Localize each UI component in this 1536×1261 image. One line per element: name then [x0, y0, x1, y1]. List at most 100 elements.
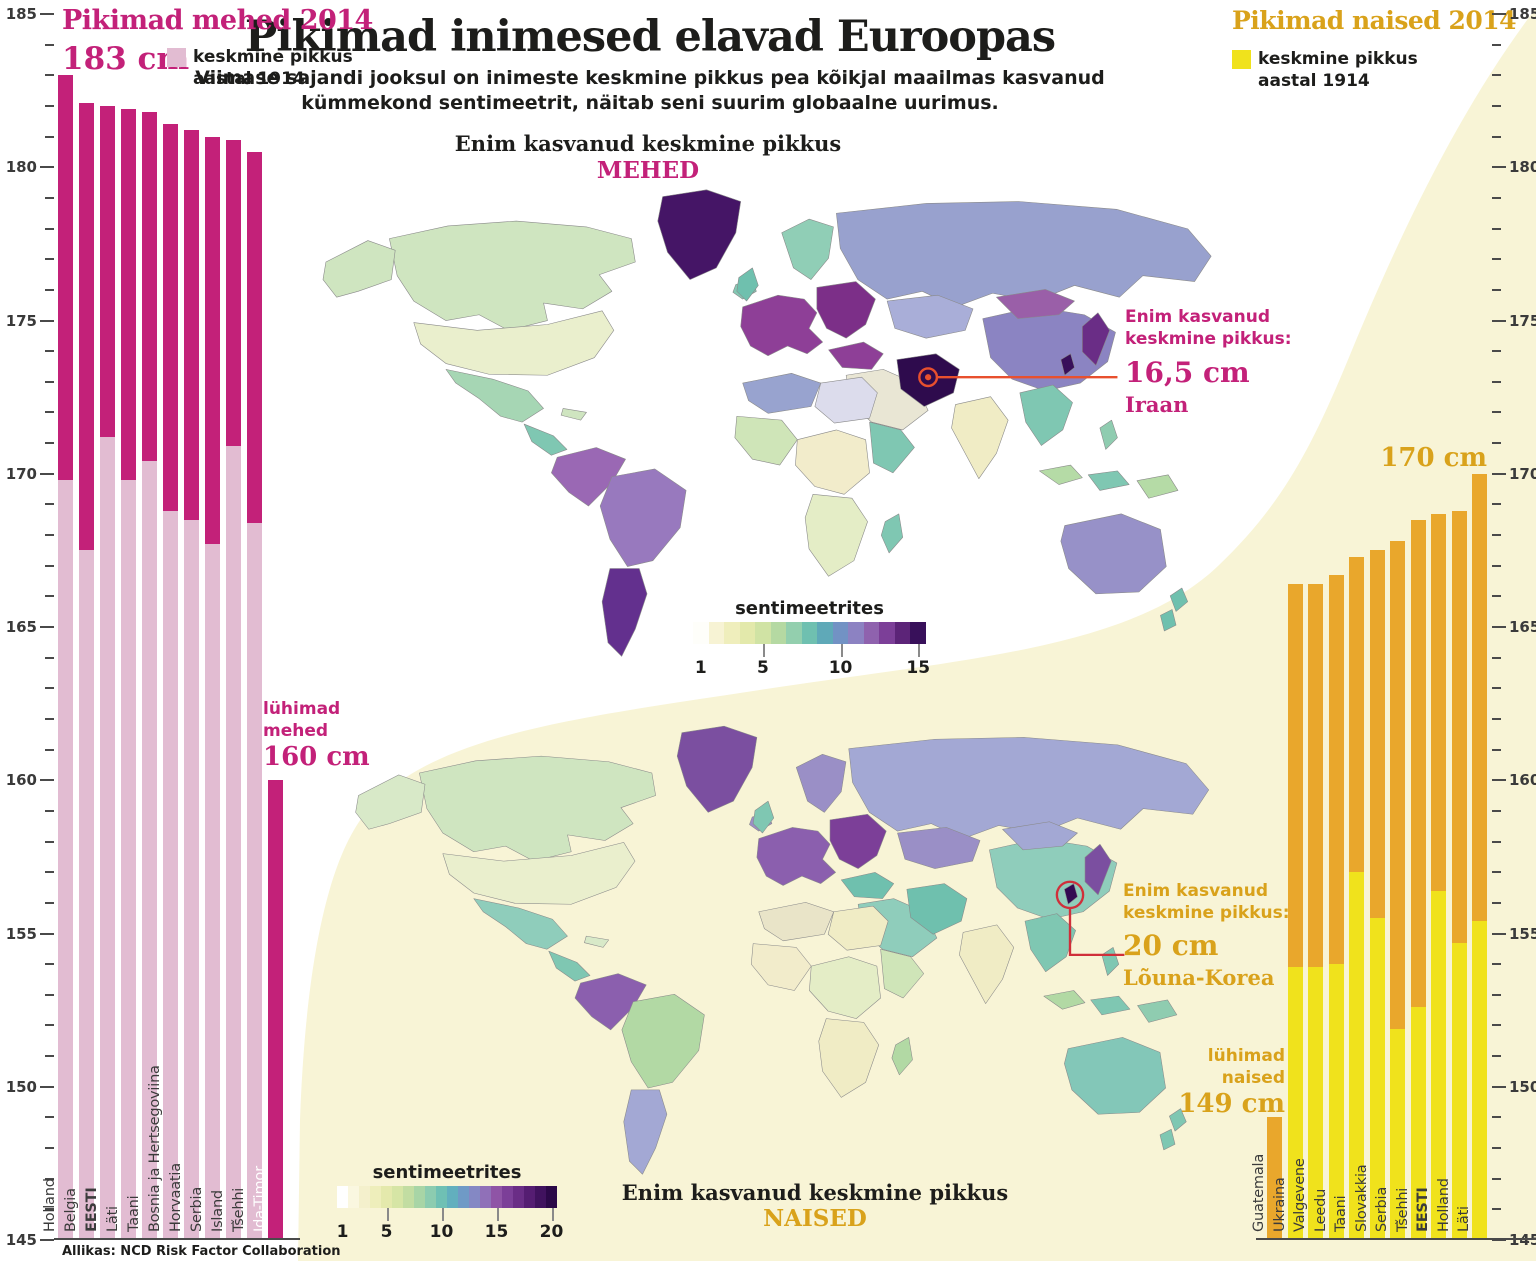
left-axis-tick-171	[45, 442, 54, 445]
country-camerica	[523, 423, 568, 456]
left-axis-tick-180	[40, 166, 54, 169]
right-axis-tick-156	[1492, 901, 1501, 904]
left-axis-tick-146	[45, 1208, 54, 1211]
country-canada	[419, 755, 656, 862]
left-axis-tick-151	[45, 1055, 54, 1058]
scale-men-step-11	[848, 622, 864, 644]
bar-1914-EESTI	[100, 436, 115, 1240]
bar-label-Leedu: Leedu	[1312, 1188, 1329, 1232]
women-tallest-value: 170 cm	[1380, 443, 1487, 473]
bar-1914-Tšehhi	[1410, 1007, 1426, 1240]
left-axis-tick-147	[45, 1177, 54, 1180]
scale-women-step-17	[513, 1186, 524, 1208]
scale-women-step-14	[480, 1186, 491, 1208]
scale-men-step-6	[770, 622, 787, 644]
page-title: Pikimad inimesed elavad Euroopas	[244, 12, 1056, 62]
bar-label-Valgevene: Valgevene	[1292, 1158, 1308, 1232]
right-axis-tick-178	[1492, 227, 1501, 230]
country-philippines	[1099, 419, 1118, 450]
country-africa_n	[742, 373, 822, 414]
iran-marker-ring	[918, 367, 939, 388]
scale-men-tick-5	[762, 644, 765, 657]
scale-women-step-13	[469, 1186, 480, 1208]
right-axis-tick-164	[1492, 656, 1501, 659]
bar-label-Guatemala: Guatemala	[1251, 1153, 1267, 1232]
bar-2014-Ida-Timor	[268, 780, 283, 1240]
country-philippines	[1101, 947, 1120, 976]
right-axis-tick-177	[1492, 258, 1501, 261]
women-annotation: Enim kasvanud keskmine pikkus: 20 cm Lõu…	[1123, 881, 1290, 990]
right-axis-tick-173	[1492, 380, 1501, 383]
right-axis-tick-184	[1492, 43, 1501, 46]
bar-2014-Läti	[121, 109, 136, 480]
scale-women-step-2	[348, 1186, 359, 1208]
scale-women-step-7	[403, 1186, 414, 1208]
country-indonesia2	[1090, 995, 1131, 1016]
bar-label-Ukraina: Ukraina	[1271, 1177, 1288, 1232]
right-axis-tick-157	[1492, 871, 1501, 874]
scale-women-tick-15	[496, 1208, 499, 1221]
bar-1914-Island	[226, 446, 241, 1240]
bar-1914-EESTI	[1431, 890, 1446, 1240]
right-axis-tick-151	[1492, 1055, 1501, 1058]
left-axis-tick-145	[40, 1239, 54, 1241]
iran-marker-dot	[924, 374, 932, 381]
bar-2014-Taani	[142, 112, 157, 462]
right-axis-tick-146	[1492, 1208, 1501, 1211]
scale-men-gradient	[693, 622, 926, 644]
country-skorea	[1060, 353, 1075, 376]
bar-label-Serbia: Serbia	[189, 1186, 205, 1232]
scale-men-step-8	[801, 622, 818, 644]
bar-2014-Serbia	[1390, 541, 1405, 1029]
scale-men-ticklabel-15: 15	[906, 658, 931, 678]
bar-label-Slovakkia: Slovakkia	[1353, 1164, 1370, 1232]
women-shortest-note: lühimad naised 149 cm	[1178, 1046, 1285, 1119]
right-axis-label-160: 160	[1509, 771, 1536, 790]
left-axis-tick-176	[45, 288, 54, 291]
left-axis-tick-148	[45, 1147, 54, 1150]
country-nz2	[1159, 1128, 1176, 1151]
right-axis-tick-174	[1492, 350, 1501, 353]
left-axis-tick-179	[45, 196, 54, 199]
subtitle-line2: kümmekond sentimeetrit, näitab seni suur…	[301, 92, 999, 114]
bar-label-Holland: Holland	[42, 1178, 58, 1232]
country-png	[1137, 999, 1178, 1023]
scale-men-step-10	[832, 622, 849, 644]
country-australia	[1060, 513, 1167, 595]
left-axis-label-165: 165	[5, 618, 37, 636]
right-axis-tick-162	[1492, 717, 1501, 720]
korea-marker-circle	[1055, 880, 1085, 910]
women-legend-swatch	[1232, 50, 1251, 69]
country-cuba	[560, 408, 587, 421]
country-cuba	[584, 935, 610, 948]
scale-women-tick-20	[551, 1208, 554, 1221]
men-shortest-note: lühimad mehed 160 cm	[263, 699, 370, 772]
scale-men-step-14	[894, 622, 911, 644]
left-axis-label-150: 150	[5, 1077, 37, 1096]
bar-2014-Tšehhi	[247, 151, 262, 523]
left-axis-tick-167	[45, 564, 54, 567]
country-alaska	[322, 240, 396, 298]
right-axis-tick-166	[1492, 595, 1501, 598]
country-mongolia	[1002, 821, 1078, 851]
bar-1914-Holland	[1451, 942, 1467, 1240]
country-mongolia	[996, 289, 1075, 319]
bar-2014-Tšehhi	[1410, 519, 1426, 1008]
men-legend: keskmine pikkus aastal 1914	[167, 46, 353, 90]
right-axis-label-180: 180	[1509, 158, 1536, 177]
country-mexico	[473, 898, 568, 950]
left-axis-label-170: 170	[5, 464, 37, 483]
bar-2014-Slovakkia	[1369, 550, 1385, 919]
left-axis-tick-169	[45, 503, 54, 506]
country-scandinavia	[781, 218, 834, 280]
country-mexico	[445, 369, 544, 423]
scale-men-step-13	[879, 622, 895, 644]
right-axis-tick-160	[1492, 779, 1506, 782]
left-axis-tick-159	[45, 809, 54, 812]
bar-1914-Läti	[1472, 921, 1487, 1240]
scale-men-step-7	[786, 622, 802, 644]
bar-label-Bosnia ja Hertsegoviina: Bosnia ja Hertsegoviina	[147, 1065, 163, 1232]
left-axis-tick-149	[45, 1116, 54, 1119]
